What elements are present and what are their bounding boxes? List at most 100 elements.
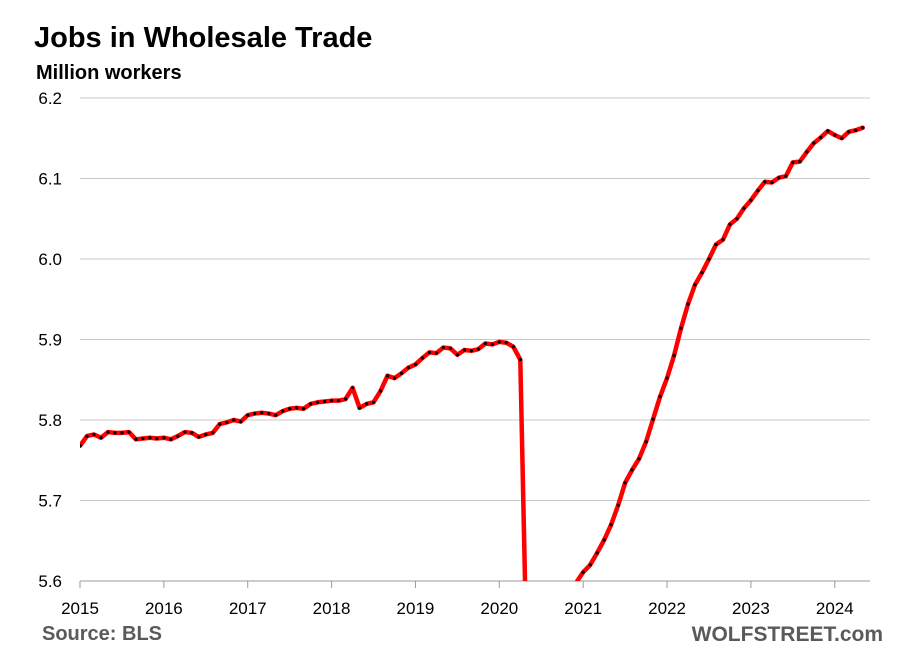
data-point <box>679 326 683 330</box>
data-point <box>770 180 774 185</box>
data-point <box>547 629 550 632</box>
data-point <box>742 206 746 210</box>
data-point <box>568 590 571 593</box>
brand-watermark: WOLFSTREET.com <box>691 623 883 646</box>
series-layer <box>80 125 865 648</box>
data-point <box>169 437 173 441</box>
x-tick-label: 2015 <box>61 599 99 618</box>
data-point <box>455 353 459 357</box>
data-point <box>749 198 753 202</box>
axes <box>79 580 870 588</box>
data-point <box>651 417 655 421</box>
data-point <box>630 468 634 472</box>
data-point <box>490 342 494 346</box>
y-tick-label: 5.9 <box>38 331 62 350</box>
data-point <box>483 341 487 346</box>
data-point <box>812 141 816 145</box>
data-point <box>847 130 851 134</box>
data-point <box>511 345 515 349</box>
data-point <box>295 406 299 410</box>
y-axis-ticks: 5.6 5.7 5.8 5.9 6.0 6.1 6.2 <box>38 89 62 591</box>
data-point <box>288 407 292 411</box>
data-point <box>329 399 334 403</box>
data-point <box>406 366 411 370</box>
data-point <box>141 436 145 441</box>
y-tick-label: 6.0 <box>38 250 62 269</box>
data-point <box>609 523 613 527</box>
data-point <box>728 222 732 226</box>
data-point <box>854 128 858 132</box>
data-point <box>176 434 180 438</box>
data-point <box>826 129 830 133</box>
chart-subtitle: Million workers <box>36 62 182 84</box>
data-point <box>134 437 138 441</box>
data-point <box>623 481 627 485</box>
data-point <box>777 176 781 180</box>
data-point <box>399 371 404 375</box>
y-tick-label: 5.7 <box>38 492 62 511</box>
data-point <box>197 435 201 439</box>
data-point <box>225 420 229 425</box>
data-point <box>581 570 585 574</box>
data-point <box>183 430 187 434</box>
data-point <box>658 395 662 399</box>
x-tick-label: 2019 <box>397 599 435 618</box>
data-point <box>735 217 739 221</box>
data-point <box>281 409 285 413</box>
y-tick-label: 5.8 <box>38 411 62 430</box>
data-point <box>413 362 418 367</box>
data-point <box>448 346 452 350</box>
data-point <box>665 376 669 380</box>
data-point <box>476 347 480 351</box>
data-point <box>763 180 767 184</box>
data-point <box>637 457 641 461</box>
data-point <box>267 411 271 416</box>
data-point <box>190 431 194 435</box>
data-point <box>385 374 390 378</box>
data-point <box>392 376 397 380</box>
data-point <box>540 645 543 648</box>
data-point <box>253 411 257 416</box>
data-point <box>239 420 243 424</box>
data-point <box>350 386 355 390</box>
data-point <box>784 174 788 178</box>
data-point <box>218 422 222 426</box>
data-point <box>246 413 250 417</box>
x-tick-label: 2022 <box>648 599 686 618</box>
data-point <box>148 436 152 440</box>
data-point <box>595 551 599 555</box>
data-point <box>700 271 704 275</box>
data-point <box>441 345 446 350</box>
data-point <box>693 283 697 287</box>
data-point <box>378 389 383 393</box>
data-point <box>364 402 369 406</box>
data-point <box>686 302 690 306</box>
data-point <box>120 431 124 435</box>
data-point <box>106 430 110 434</box>
data-point <box>162 436 166 440</box>
x-tick-label: 2020 <box>480 599 518 618</box>
data-point <box>518 358 522 362</box>
x-tick-label: 2017 <box>229 599 267 618</box>
data-point <box>371 400 376 404</box>
data-point <box>343 397 348 401</box>
data-point <box>302 407 306 411</box>
data-point <box>819 135 823 140</box>
data-point <box>554 615 557 618</box>
data-point <box>644 440 648 444</box>
data-point <box>316 400 320 404</box>
data-point <box>497 340 501 344</box>
data-point <box>756 188 760 193</box>
data-point <box>260 411 264 415</box>
data-point <box>309 402 313 406</box>
data-point <box>155 436 159 441</box>
x-axis-ticks: 2015 2016 2017 2018 2019 2020 2021 2022 2023 2024 <box>61 599 854 618</box>
x-tick-label: 2023 <box>732 599 770 618</box>
y-tick-label: 6.1 <box>38 170 62 189</box>
data-point <box>588 563 592 567</box>
gridlines <box>80 97 870 501</box>
data-point <box>434 351 439 355</box>
data-point <box>99 436 103 440</box>
data-point <box>791 160 795 164</box>
